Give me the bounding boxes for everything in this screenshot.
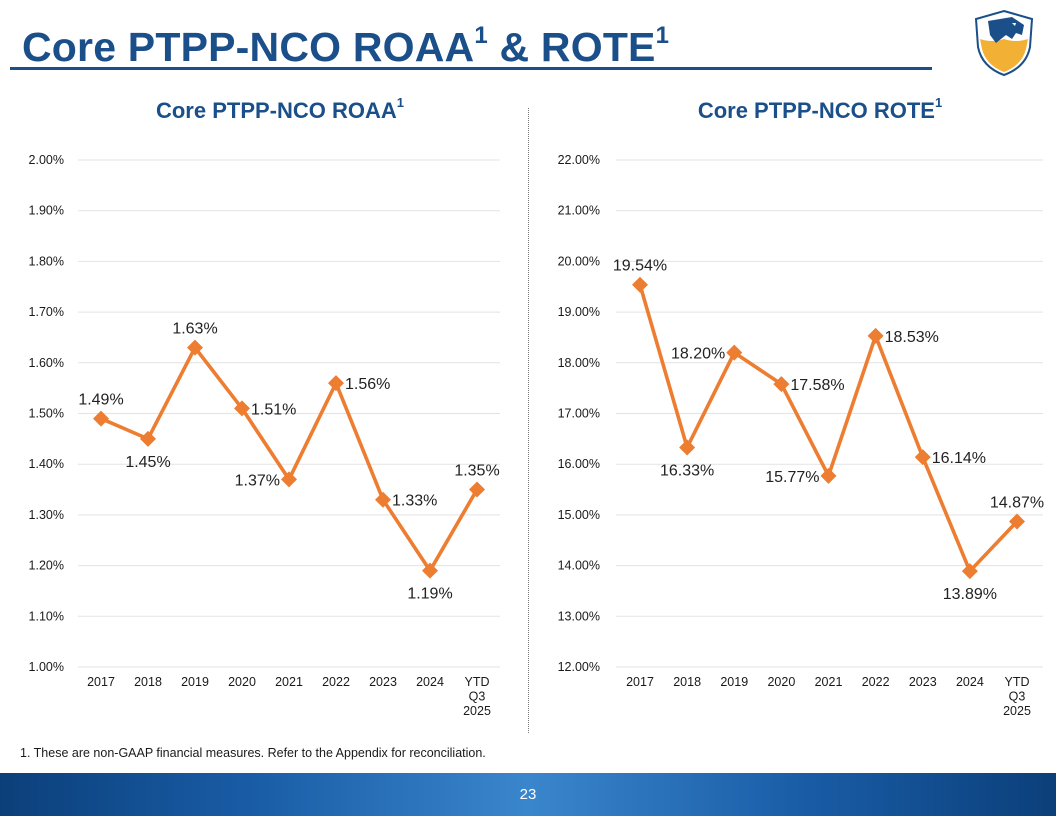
data-point-marker: [93, 410, 109, 427]
data-point-marker: [961, 563, 978, 580]
data-point-marker: [726, 344, 743, 361]
data-label: 1.19%: [407, 586, 452, 603]
data-label: 16.14%: [932, 450, 986, 467]
rote-line-chart: 12.00% 13.00% 14.00% 15.00% 16.00% 17.00% 18.0…: [558, 153, 1045, 718]
data-point-marker: [679, 439, 696, 456]
footer-band: [0, 773, 1056, 816]
x-tick-label: 2024: [956, 675, 984, 689]
y-tick-label: 21.00%: [558, 204, 600, 218]
data-point-marker: [773, 376, 790, 393]
x-tick-label: 2023: [369, 675, 397, 689]
y-tick-label: 16.00%: [558, 457, 600, 471]
data-point-marker: [820, 467, 837, 484]
data-point-marker: [140, 430, 156, 447]
y-tick-label: 1.30%: [29, 508, 64, 522]
x-tick-label: YTD Q3 2025: [463, 675, 491, 718]
data-label: 17.58%: [790, 377, 844, 394]
data-point-marker: [187, 339, 203, 356]
data-label: 1.63%: [172, 321, 217, 338]
x-tick-label: 2020: [767, 675, 795, 689]
x-tick-label: 2024: [416, 675, 444, 689]
x-tick-label: 2020: [228, 675, 256, 689]
x-tick-label: 2018: [134, 675, 162, 689]
y-tick-label: 13.00%: [558, 609, 600, 623]
x-tick-label: 2021: [815, 675, 843, 689]
y-tick-label: 17.00%: [558, 407, 600, 421]
data-label: 19.54%: [613, 258, 667, 275]
data-label: 1.51%: [251, 401, 296, 418]
data-label: 18.53%: [885, 329, 939, 346]
data-label: 14.87%: [990, 494, 1044, 511]
eagle-eye-icon: [1012, 23, 1016, 26]
data-label: 1.56%: [345, 376, 390, 393]
data-point-marker: [469, 481, 485, 498]
data-label: 1.33%: [392, 493, 437, 510]
data-point-marker: [1009, 513, 1025, 530]
data-point-marker: [422, 562, 438, 579]
x-tick-label: 2022: [862, 675, 890, 689]
y-tick-label: 1.70%: [29, 305, 64, 319]
footnote: 1. These are non-GAAP financial measures…: [20, 746, 486, 760]
x-tick-label: 2022: [322, 675, 350, 689]
data-point-marker: [867, 327, 884, 344]
shield-gold-fill: [980, 39, 1028, 72]
y-tick-label: 1.40%: [29, 457, 64, 471]
page-title: Core PTPP-NCO ROAA1 & ROTE1: [22, 22, 670, 70]
rote-chart-title: Core PTPP-NCO ROTE1: [697, 95, 943, 123]
page-number: 23: [519, 786, 537, 803]
x-tick-label: 2023: [909, 675, 937, 689]
x-tick-label: 2018: [673, 675, 701, 689]
y-tick-label: 18.00%: [558, 356, 600, 370]
y-tick-label: 1.10%: [29, 609, 64, 623]
y-tick-label: 14.00%: [558, 559, 600, 573]
data-label: 16.33%: [660, 462, 714, 479]
chart-divider: [528, 108, 529, 733]
data-label: 1.49%: [78, 392, 123, 409]
y-tick-label: 1.60%: [29, 356, 64, 370]
y-tick-label: 1.50%: [29, 407, 64, 421]
x-tick-label: 2019: [181, 675, 209, 689]
y-tick-label: 20.00%: [558, 254, 600, 268]
y-tick-label: 22.00%: [558, 153, 600, 167]
x-tick-label: 2021: [275, 675, 303, 689]
x-tick-label: YTD Q3 2025: [1003, 675, 1031, 718]
roaa-chart-title: Core PTPP-NCO ROAA1: [155, 95, 405, 123]
y-tick-label: 1.00%: [29, 660, 64, 674]
y-tick-label: 19.00%: [558, 305, 600, 319]
data-label: 15.77%: [765, 469, 819, 486]
title-rule: [10, 67, 932, 70]
data-label: 1.37%: [235, 472, 280, 489]
data-point-marker: [632, 276, 648, 293]
y-tick-label: 12.00%: [558, 660, 600, 674]
roaa-line-chart: 1.00% 1.10% 1.20% 1.30% 1.40% 1.50% 1.60% 1.70%…: [29, 153, 500, 718]
y-tick-label: 1.80%: [29, 254, 64, 268]
y-tick-label: 1.90%: [29, 204, 64, 218]
x-tick-label: 2019: [720, 675, 748, 689]
data-point-marker: [375, 491, 391, 508]
eagle-shield-logo: [974, 9, 1034, 77]
x-tick-label: 2017: [626, 675, 654, 689]
data-point-marker: [281, 471, 297, 488]
y-tick-label: 1.20%: [29, 559, 64, 573]
y-tick-label: 15.00%: [558, 508, 600, 522]
data-label: 18.20%: [671, 346, 725, 363]
data-point-marker: [234, 400, 250, 417]
data-label: 13.89%: [943, 586, 997, 603]
data-point-marker: [328, 375, 344, 392]
y-tick-label: 2.00%: [29, 153, 64, 167]
data-label: 1.45%: [125, 454, 170, 471]
series-line: [638, 284, 1019, 573]
data-point-marker: [914, 449, 931, 466]
data-label: 1.35%: [454, 463, 499, 480]
x-tick-label: 2017: [87, 675, 115, 689]
